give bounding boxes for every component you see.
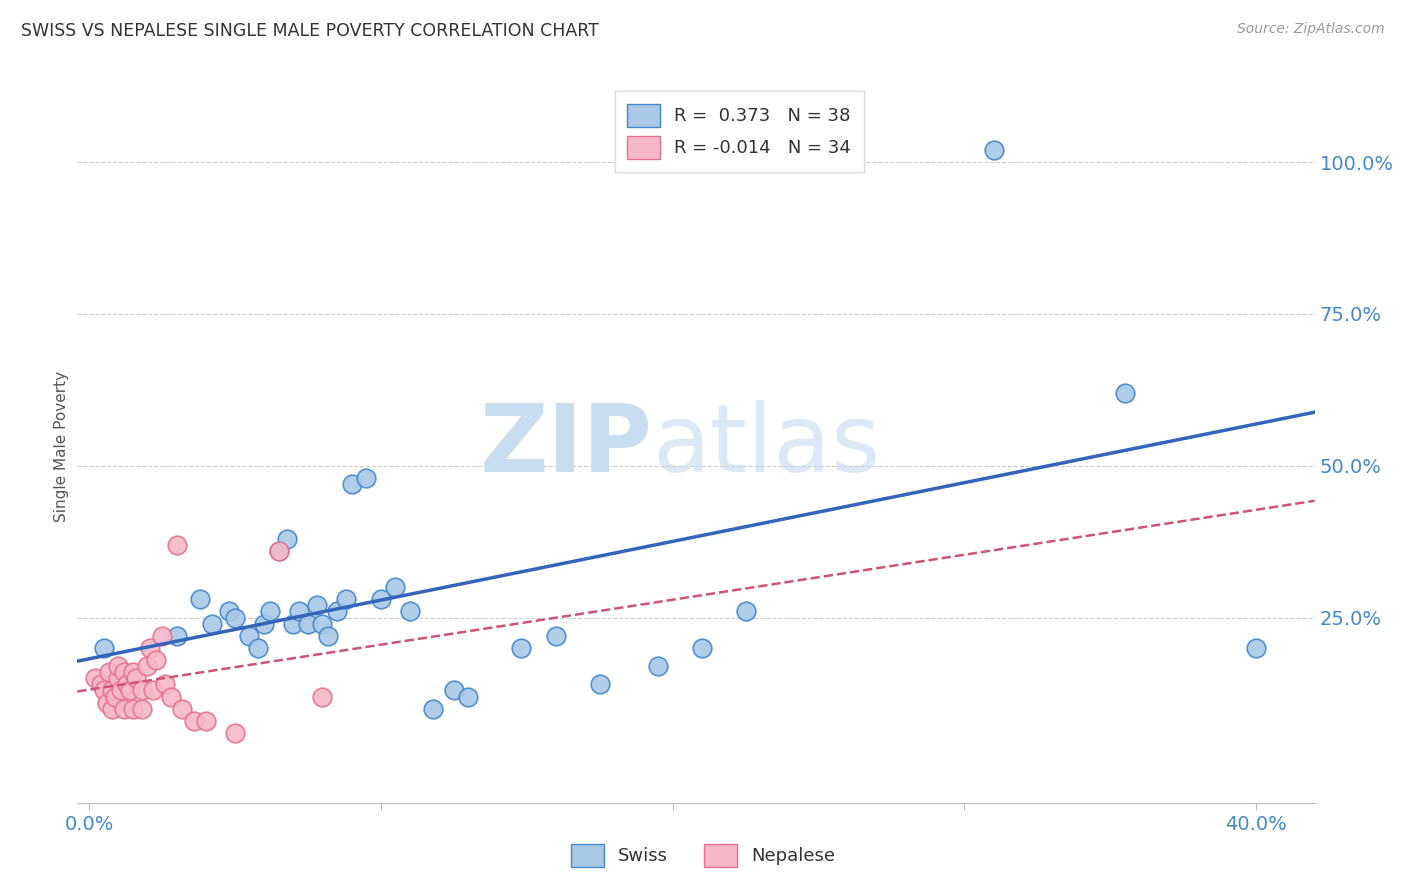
Point xyxy=(690,640,713,655)
Point xyxy=(118,683,141,698)
Point xyxy=(107,659,129,673)
Point xyxy=(335,592,357,607)
Point xyxy=(340,477,363,491)
Point xyxy=(224,726,246,740)
Text: ZIP: ZIP xyxy=(479,400,652,492)
Point xyxy=(183,714,205,728)
Point xyxy=(131,683,153,698)
Point xyxy=(354,471,377,485)
Point xyxy=(238,629,260,643)
Point xyxy=(267,543,290,558)
Point xyxy=(83,671,105,685)
Point xyxy=(121,665,143,680)
Point xyxy=(93,683,115,698)
Y-axis label: Single Male Poverty: Single Male Poverty xyxy=(53,370,69,522)
Point xyxy=(121,701,143,715)
Point xyxy=(837,155,859,169)
Point xyxy=(267,543,290,558)
Point xyxy=(370,592,392,607)
Point xyxy=(1114,385,1136,400)
Point xyxy=(107,671,129,685)
Point xyxy=(384,580,406,594)
Point xyxy=(457,690,479,704)
Point xyxy=(93,640,115,655)
Point xyxy=(101,683,124,698)
Text: Source: ZipAtlas.com: Source: ZipAtlas.com xyxy=(1237,22,1385,37)
Point xyxy=(288,605,311,619)
Point xyxy=(589,677,612,691)
Point xyxy=(153,677,176,691)
Point xyxy=(647,659,669,673)
Point xyxy=(131,701,153,715)
Point xyxy=(218,605,240,619)
Point xyxy=(253,616,276,631)
Point xyxy=(159,690,181,704)
Point xyxy=(259,605,281,619)
Point xyxy=(90,677,112,691)
Point xyxy=(142,683,165,698)
Point xyxy=(544,629,567,643)
Text: atlas: atlas xyxy=(652,400,882,492)
Point xyxy=(734,605,756,619)
Point xyxy=(98,665,121,680)
Point xyxy=(422,701,444,715)
Point xyxy=(136,659,159,673)
Point xyxy=(1244,640,1267,655)
Point xyxy=(166,629,188,643)
Legend: R =  0.373   N = 38, R = -0.014   N = 34: R = 0.373 N = 38, R = -0.014 N = 34 xyxy=(614,91,863,172)
Point xyxy=(112,665,135,680)
Point xyxy=(115,677,138,691)
Point xyxy=(188,592,211,607)
Point xyxy=(311,690,333,704)
Text: SWISS VS NEPALESE SINGLE MALE POVERTY CORRELATION CHART: SWISS VS NEPALESE SINGLE MALE POVERTY CO… xyxy=(21,22,599,40)
Point xyxy=(150,629,173,643)
Point xyxy=(200,616,222,631)
Point xyxy=(101,701,124,715)
Point xyxy=(316,629,339,643)
Point xyxy=(194,714,217,728)
Point xyxy=(110,683,132,698)
Legend: Swiss, Nepalese: Swiss, Nepalese xyxy=(564,837,842,874)
Point xyxy=(297,616,319,631)
Point xyxy=(443,683,465,698)
Point xyxy=(125,671,148,685)
Point xyxy=(104,690,127,704)
Point xyxy=(326,605,349,619)
Point xyxy=(172,701,194,715)
Point xyxy=(112,701,135,715)
Point xyxy=(224,610,246,624)
Point xyxy=(399,605,422,619)
Point xyxy=(509,640,531,655)
Point xyxy=(283,616,305,631)
Point xyxy=(311,616,333,631)
Point xyxy=(276,532,298,546)
Point xyxy=(96,696,118,710)
Point xyxy=(139,640,162,655)
Point xyxy=(305,599,328,613)
Point xyxy=(247,640,270,655)
Point xyxy=(166,538,188,552)
Point xyxy=(145,653,167,667)
Point xyxy=(983,143,1005,157)
